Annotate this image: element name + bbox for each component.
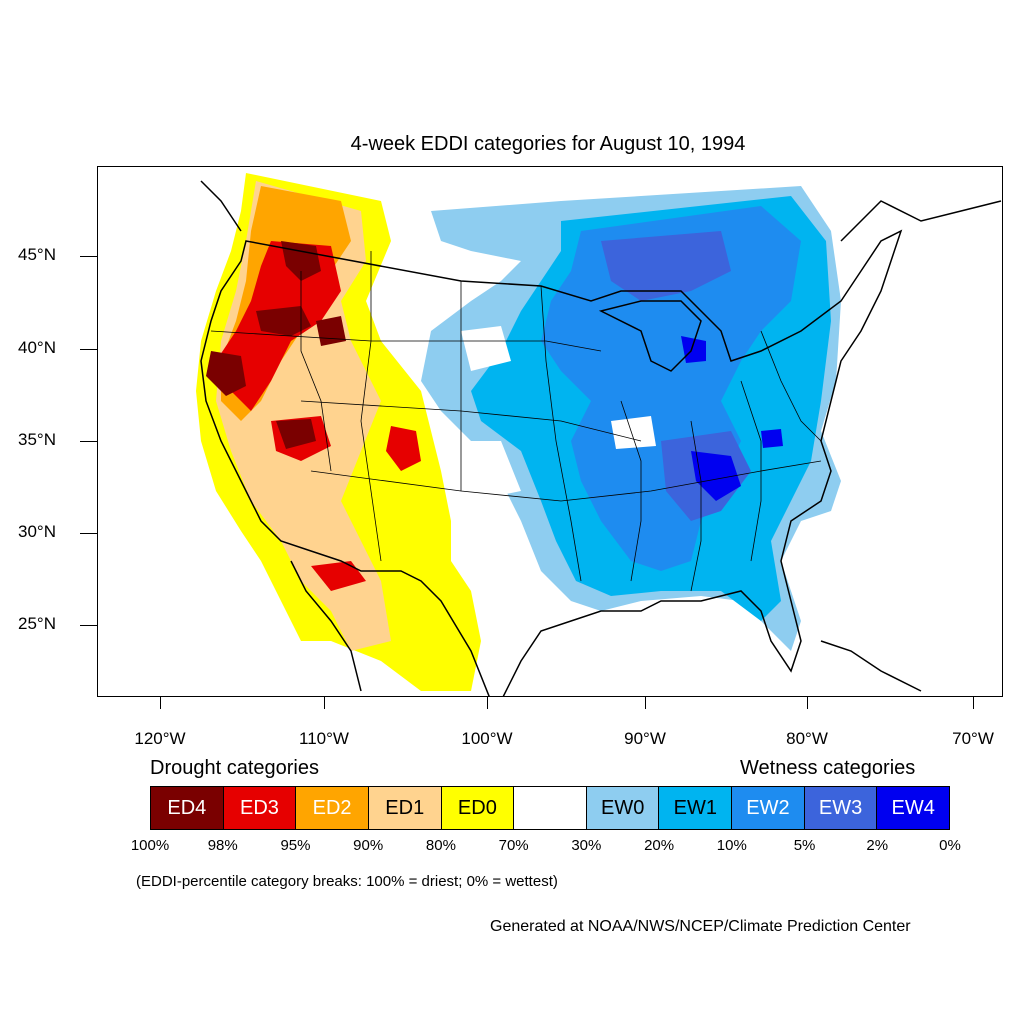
legend-swatch-ed1: ED1 [368, 787, 442, 829]
break-label: 95% [280, 837, 311, 854]
lon-tick [324, 697, 325, 709]
lat-label-30n: 30°N [18, 522, 56, 541]
ed4-region-3 [206, 351, 246, 396]
lon-tick [645, 697, 646, 709]
ed3-region-3 [386, 426, 421, 471]
coastlines [200, 180, 1002, 696]
map-title: 4-week EDDI categories for August 10, 19… [350, 133, 746, 155]
ew4-region-3 [761, 429, 783, 448]
baja [290, 560, 362, 692]
lon-tick [487, 697, 488, 709]
cuba [820, 640, 922, 692]
break-label: 30% [571, 837, 602, 854]
lat-tick [80, 625, 97, 626]
neutral-region [461, 326, 511, 371]
legend-swatch-neutral [514, 787, 587, 829]
breaks-note: (EDDI-percentile category breaks: 100% =… [136, 873, 558, 890]
lat-tick [80, 256, 97, 257]
break-label: 20% [644, 837, 675, 854]
category-shading [196, 173, 841, 691]
break-label: 70% [498, 837, 529, 854]
ew4-region [681, 336, 706, 363]
lon-tick [160, 697, 161, 709]
state-borders [210, 251, 822, 592]
legend-swatch-ew3: EW3 [804, 787, 878, 829]
legend-swatch-ed2: ED2 [296, 787, 369, 829]
break-label: 90% [353, 837, 384, 854]
wetness-heading: Wetness categories [740, 757, 916, 779]
lon-label-100w: 100°W [461, 729, 513, 748]
eddi-map [196, 173, 1002, 696]
break-label: 98% [207, 837, 238, 854]
break-label: 0% [939, 837, 961, 854]
lat-tick [80, 441, 97, 442]
ed4-region [281, 241, 321, 281]
ew2-region [541, 206, 801, 571]
ew4-region-2 [691, 451, 741, 501]
legend-swatch-ed3: ED3 [223, 787, 297, 829]
break-label: 10% [716, 837, 747, 854]
break-label: 2% [866, 837, 889, 854]
great-lakes [598, 300, 702, 372]
lat-label-35n: 35°N [18, 430, 56, 449]
legend-swatch-ew2: EW2 [732, 787, 805, 829]
ed4-region-2 [256, 306, 311, 336]
legend-swatch-ew0: EW0 [586, 787, 660, 829]
drought-heading: Drought categories [150, 757, 319, 779]
legend-bar: ED4 ED3 ED2 ED1 ED0 EW0 EW1 EW2 EW3 EW4 [150, 786, 950, 830]
ed4-region-5 [316, 316, 346, 346]
legend-swatch-ew4: EW4 [877, 787, 950, 829]
lon-label-120w: 120°W [134, 729, 186, 748]
lon-label-70w: 70°W [952, 729, 994, 748]
lat-label-45n: 45°N [18, 245, 56, 264]
legend-swatch-ed4: ED4 [151, 787, 224, 829]
lon-tick [973, 697, 974, 709]
lat-label-25n: 25°N [18, 614, 56, 633]
canada-coast [200, 180, 1002, 242]
legend-swatch-ed0: ED0 [441, 787, 515, 829]
neutral-region-2 [611, 416, 656, 449]
ed4-region-4 [276, 419, 316, 449]
lat-tick [80, 533, 97, 534]
legend-swatch-ew1: EW1 [659, 787, 733, 829]
ed3-region-4 [311, 561, 366, 591]
lon-label-110w: 110°W [299, 729, 349, 748]
us-outline [200, 229, 903, 696]
ew3-region [601, 231, 731, 301]
lat-label-40n: 40°N [18, 338, 56, 357]
break-label: 5% [793, 837, 816, 854]
break-label: 100% [130, 837, 170, 854]
credit: Generated at NOAA/NWS/NCEP/Climate Predi… [490, 918, 911, 935]
lon-label-90w: 90°W [624, 729, 666, 748]
break-label: 80% [425, 837, 456, 854]
map-frame [97, 166, 1003, 697]
lon-label-80w: 80°W [786, 729, 828, 748]
lat-tick [80, 349, 97, 350]
lon-tick [807, 697, 808, 709]
